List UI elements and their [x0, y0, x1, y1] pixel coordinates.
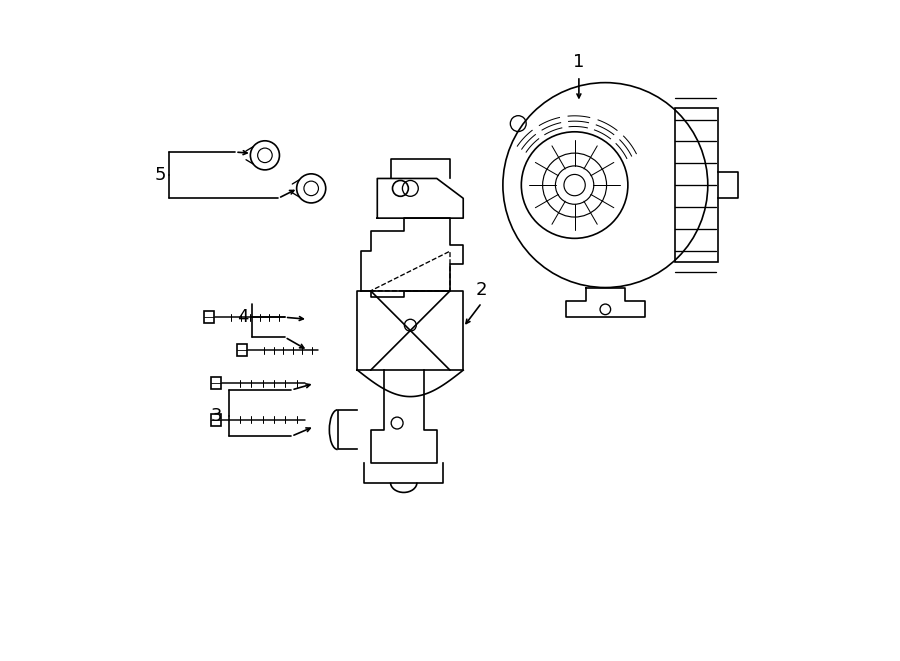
Bar [204, 311, 214, 323]
Text: 2: 2 [476, 281, 488, 299]
Bar [675, 108, 718, 262]
Text: 4: 4 [237, 308, 248, 327]
Bar [211, 377, 221, 389]
Text: 1: 1 [573, 54, 585, 71]
Bar [238, 344, 248, 356]
Bar [211, 414, 221, 426]
Text: 5: 5 [154, 166, 166, 184]
Text: 3: 3 [211, 407, 222, 426]
